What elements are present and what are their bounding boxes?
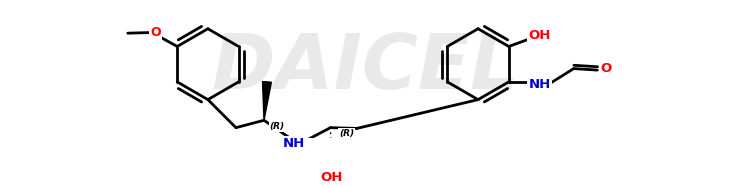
Text: NH: NH (282, 137, 305, 150)
Text: OH: OH (321, 171, 343, 184)
Polygon shape (262, 81, 271, 120)
Text: (R): (R) (270, 122, 285, 131)
Text: O: O (151, 26, 161, 39)
Text: O: O (601, 62, 612, 75)
Text: NH: NH (529, 78, 551, 91)
Text: OH: OH (529, 29, 551, 42)
Text: (R): (R) (339, 129, 355, 138)
Text: DAICEL: DAICEL (211, 31, 519, 105)
